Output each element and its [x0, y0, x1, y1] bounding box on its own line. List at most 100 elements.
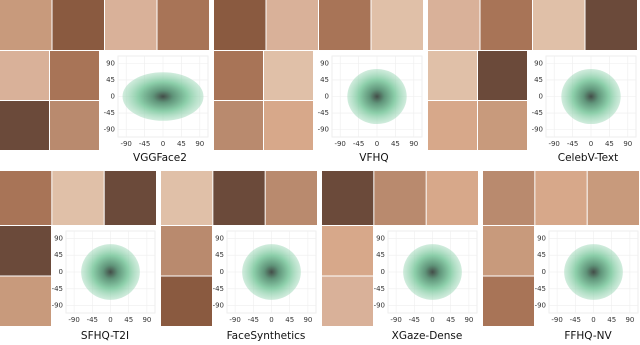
density-cloud — [403, 244, 462, 300]
y-tick-label: 0 — [381, 268, 385, 276]
face-photo — [478, 51, 527, 100]
face-photo — [0, 226, 51, 276]
x-tick-label: -90 — [334, 140, 345, 148]
y-tick-label: 45 — [320, 76, 329, 84]
panel-caption: VGGFace2 — [133, 152, 187, 164]
x-tick-label: 0 — [589, 140, 593, 148]
panel-caption: CelebV-Text — [558, 152, 618, 164]
x-tick-label: -90 — [548, 140, 559, 148]
y-tick-label: 0 — [542, 268, 546, 276]
density-cloud — [347, 68, 407, 125]
panel-caption: SFHQ-T2I — [81, 330, 129, 342]
face-photo — [264, 51, 313, 100]
face-photo — [214, 101, 263, 150]
y-tick-label: 45 — [215, 251, 224, 259]
y-tick-label: 45 — [376, 251, 385, 259]
x-tick-label: -45 — [570, 316, 581, 324]
density-cloud — [564, 244, 623, 300]
x-tick-label: -45 — [87, 316, 98, 324]
x-tick-label: 45 — [607, 316, 616, 324]
y-tick-label: -45 — [532, 109, 543, 117]
y-tick-label: -45 — [535, 285, 546, 293]
density-cloud — [561, 68, 621, 125]
panel-caption: FaceSynthetics — [227, 330, 306, 342]
x-tick-label: 90 — [142, 316, 151, 324]
face-photo — [0, 276, 51, 326]
face-photo — [52, 0, 104, 50]
face-photo — [0, 0, 52, 50]
x-tick-label: 0 — [269, 316, 273, 324]
face-photo — [483, 276, 534, 326]
x-tick-label: -45 — [567, 140, 578, 148]
face-photo — [428, 51, 477, 100]
y-tick-label: 0 — [325, 93, 329, 101]
face-photo — [533, 0, 585, 50]
y-tick-label: 0 — [59, 268, 63, 276]
x-tick-label: 0 — [108, 316, 112, 324]
density-cloud — [81, 244, 140, 300]
y-tick-label: 45 — [534, 76, 543, 84]
y-tick-label: 45 — [54, 251, 63, 259]
y-tick-label: -90 — [213, 302, 224, 310]
x-tick-label: 0 — [430, 316, 434, 324]
y-tick-label: -90 — [104, 126, 115, 134]
x-tick-label: -90 — [229, 316, 240, 324]
x-tick-label: -45 — [353, 140, 364, 148]
x-tick-label: 45 — [605, 140, 614, 148]
face-photo — [105, 0, 157, 50]
x-tick-label: 45 — [124, 316, 133, 324]
face-photo — [214, 51, 263, 100]
x-tick-label: 90 — [195, 140, 204, 148]
face-photo — [322, 171, 374, 225]
face-photo — [483, 226, 534, 276]
y-tick-label: -90 — [374, 302, 385, 310]
y-tick-label: 0 — [220, 268, 224, 276]
y-tick-label: -45 — [318, 109, 329, 117]
x-tick-label: 90 — [303, 316, 312, 324]
y-tick-label: 90 — [54, 234, 63, 242]
x-tick-label: 45 — [177, 140, 186, 148]
x-tick-label: 45 — [391, 140, 400, 148]
face-photo — [319, 0, 371, 50]
x-tick-label: 90 — [625, 316, 634, 324]
face-photo — [264, 101, 313, 150]
face-photo — [587, 171, 639, 225]
face-photo — [322, 226, 373, 276]
y-tick-label: 45 — [106, 76, 115, 84]
y-tick-label: 90 — [320, 59, 329, 67]
face-photo — [161, 226, 212, 276]
face-photo — [478, 101, 527, 150]
x-tick-label: -90 — [390, 316, 401, 324]
face-photo — [428, 0, 480, 50]
face-photo — [374, 171, 426, 225]
face-photo — [161, 276, 212, 326]
x-tick-label: 90 — [464, 316, 473, 324]
panel-caption: XGaze-Dense — [392, 330, 463, 342]
x-tick-label: 0 — [161, 140, 165, 148]
y-tick-label: 90 — [376, 234, 385, 242]
density-cloud — [122, 72, 204, 121]
face-photo — [483, 171, 535, 225]
face-photo — [161, 171, 213, 225]
panel-caption: VFHQ — [359, 152, 388, 164]
panel-caption: FFHQ-NV — [564, 330, 612, 342]
y-tick-label: 90 — [215, 234, 224, 242]
x-tick-label: 0 — [591, 316, 595, 324]
x-tick-label: -90 — [120, 140, 131, 148]
x-tick-label: 90 — [409, 140, 418, 148]
face-photo — [535, 171, 587, 225]
y-tick-label: -45 — [213, 285, 224, 293]
face-photo — [426, 171, 478, 225]
face-photo — [214, 0, 266, 50]
face-photo — [50, 101, 99, 150]
face-photo — [104, 171, 156, 225]
x-tick-label: 0 — [375, 140, 379, 148]
face-photo — [428, 101, 477, 150]
x-tick-label: -90 — [551, 316, 562, 324]
face-photo — [0, 171, 52, 225]
y-tick-label: -90 — [52, 302, 63, 310]
y-tick-label: 90 — [106, 59, 115, 67]
y-tick-label: 90 — [537, 234, 546, 242]
face-photo — [0, 101, 49, 150]
face-photo — [371, 0, 423, 50]
